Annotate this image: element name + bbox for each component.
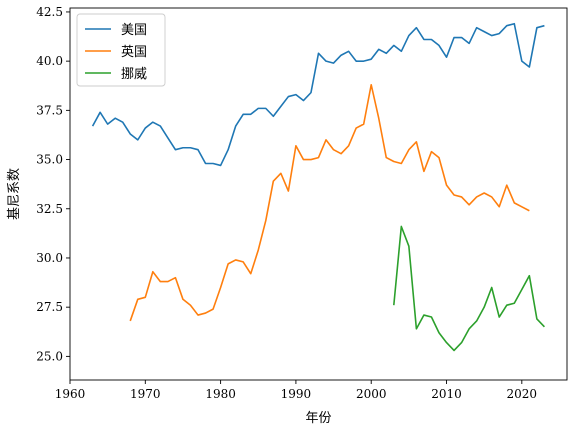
y-tick-label: 25.0 xyxy=(36,349,63,363)
y-tick-label: 32.5 xyxy=(36,202,63,216)
series-line-1 xyxy=(91,22,545,167)
x-axis-ticks: 1960 1970 1980 1990 2000 2010 2020 xyxy=(55,380,537,401)
y-tick-label: 42.5 xyxy=(36,5,63,19)
series-layer xyxy=(91,22,545,352)
x-tick-label: 1980 xyxy=(205,387,236,401)
y-tick-label: 30.0 xyxy=(36,251,63,265)
legend-label: 美国 xyxy=(121,23,147,38)
legend-label: 英国 xyxy=(121,45,147,60)
x-tick-label: 1960 xyxy=(55,387,86,401)
legend-box xyxy=(76,13,166,87)
series-line-2 xyxy=(129,83,530,322)
axes-frame xyxy=(69,7,568,381)
x-axis-label: 年份 xyxy=(305,411,331,426)
x-tick-label: 1970 xyxy=(130,387,161,401)
y-axis-ticks: 25.0 27.5 30.0 32.5 35.0 37.5 40.0 42.5 xyxy=(36,5,70,363)
series-line-3 xyxy=(393,225,545,352)
y-tick-label: 37.5 xyxy=(36,103,63,117)
y-tick-label: 27.5 xyxy=(36,300,63,314)
x-tick-label: 2010 xyxy=(431,387,462,401)
x-tick-label: 1990 xyxy=(281,387,312,401)
legend-label: 挪威 xyxy=(121,67,147,82)
x-tick-label: 2020 xyxy=(507,387,538,401)
y-axis-label: 基尼系数 xyxy=(7,168,22,220)
x-tick-label: 2000 xyxy=(356,387,387,401)
y-tick-label: 40.0 xyxy=(36,54,63,68)
y-tick-label: 35.0 xyxy=(36,153,63,167)
